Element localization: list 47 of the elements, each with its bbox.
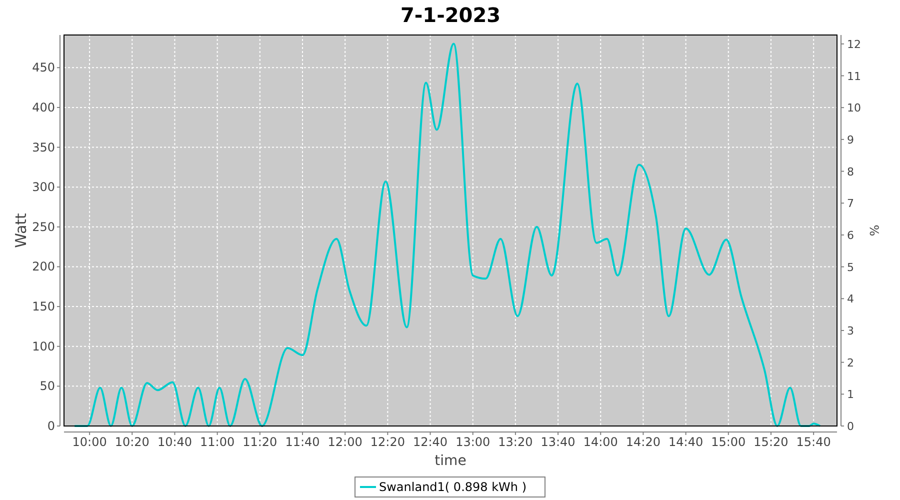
y2-tick-label: 9 (847, 133, 854, 146)
x-tick-label: 10:00 (72, 435, 107, 449)
x-tick-label: 15:00 (711, 435, 746, 449)
y2-tick-label: 3 (847, 324, 854, 338)
y-tick-label: 200 (32, 260, 55, 274)
x-tick-label: 14:20 (626, 435, 661, 449)
x-tick-label: 15:40 (796, 435, 831, 449)
y-tick-label: 350 (32, 140, 55, 154)
chart-title: 7-1-2023 (400, 3, 501, 27)
x-tick-label: 11:00 (200, 435, 235, 449)
y-tick-label: 100 (32, 339, 55, 354)
y2-tick-label: 1 (847, 388, 854, 402)
y2-tick-label: 7 (847, 197, 854, 210)
x-tick-label: 13:20 (498, 435, 533, 449)
x-tick-label: 10:20 (114, 435, 150, 449)
y-axis-title: Watt (12, 212, 30, 248)
y2-tick-label: 6 (847, 228, 854, 242)
line-series (74, 42, 822, 427)
y-tick-label: 0 (47, 419, 55, 433)
y-tick-label: 450 (32, 60, 55, 75)
y2-tick-label: 5 (847, 260, 854, 274)
x-tick-label: 12:20 (370, 435, 405, 449)
x-tick-label: 12:40 (412, 435, 448, 449)
y2-tick-label: 8 (847, 165, 854, 178)
y2-tick-label: 2 (847, 356, 854, 370)
y2-tick-label: 11 (847, 70, 861, 83)
y2-tick-label: 0 (847, 420, 854, 433)
y2-axis-title: % (867, 224, 881, 236)
y-tick-label: 150 (32, 300, 55, 314)
x-tick-label: 10:40 (157, 435, 192, 449)
x-tick-label: 11:40 (285, 435, 320, 449)
y-tick-label: 250 (32, 220, 55, 234)
x-tick-label: 14:40 (668, 435, 704, 449)
x-tick-label: 14:00 (583, 435, 618, 449)
x-tick-label: 13:40 (540, 435, 576, 449)
x-tick-label: 13:00 (456, 435, 490, 449)
x-tick-label: 12:00 (328, 435, 362, 449)
y2-tick-label: 4 (847, 292, 854, 306)
x-tick-label: 15:20 (754, 435, 788, 449)
y-tick-label: 300 (32, 180, 55, 194)
x-tick-label: 11:20 (242, 435, 278, 449)
x-axis-title: time (434, 453, 466, 469)
legend-label: Swanland1( 0.898 kWh ) (379, 480, 527, 494)
y-tick-label: 400 (32, 100, 55, 114)
y2-tick-label: 10 (847, 102, 861, 115)
y2-tick-label: 12 (847, 38, 861, 51)
y-tick-label: 50 (40, 379, 55, 394)
